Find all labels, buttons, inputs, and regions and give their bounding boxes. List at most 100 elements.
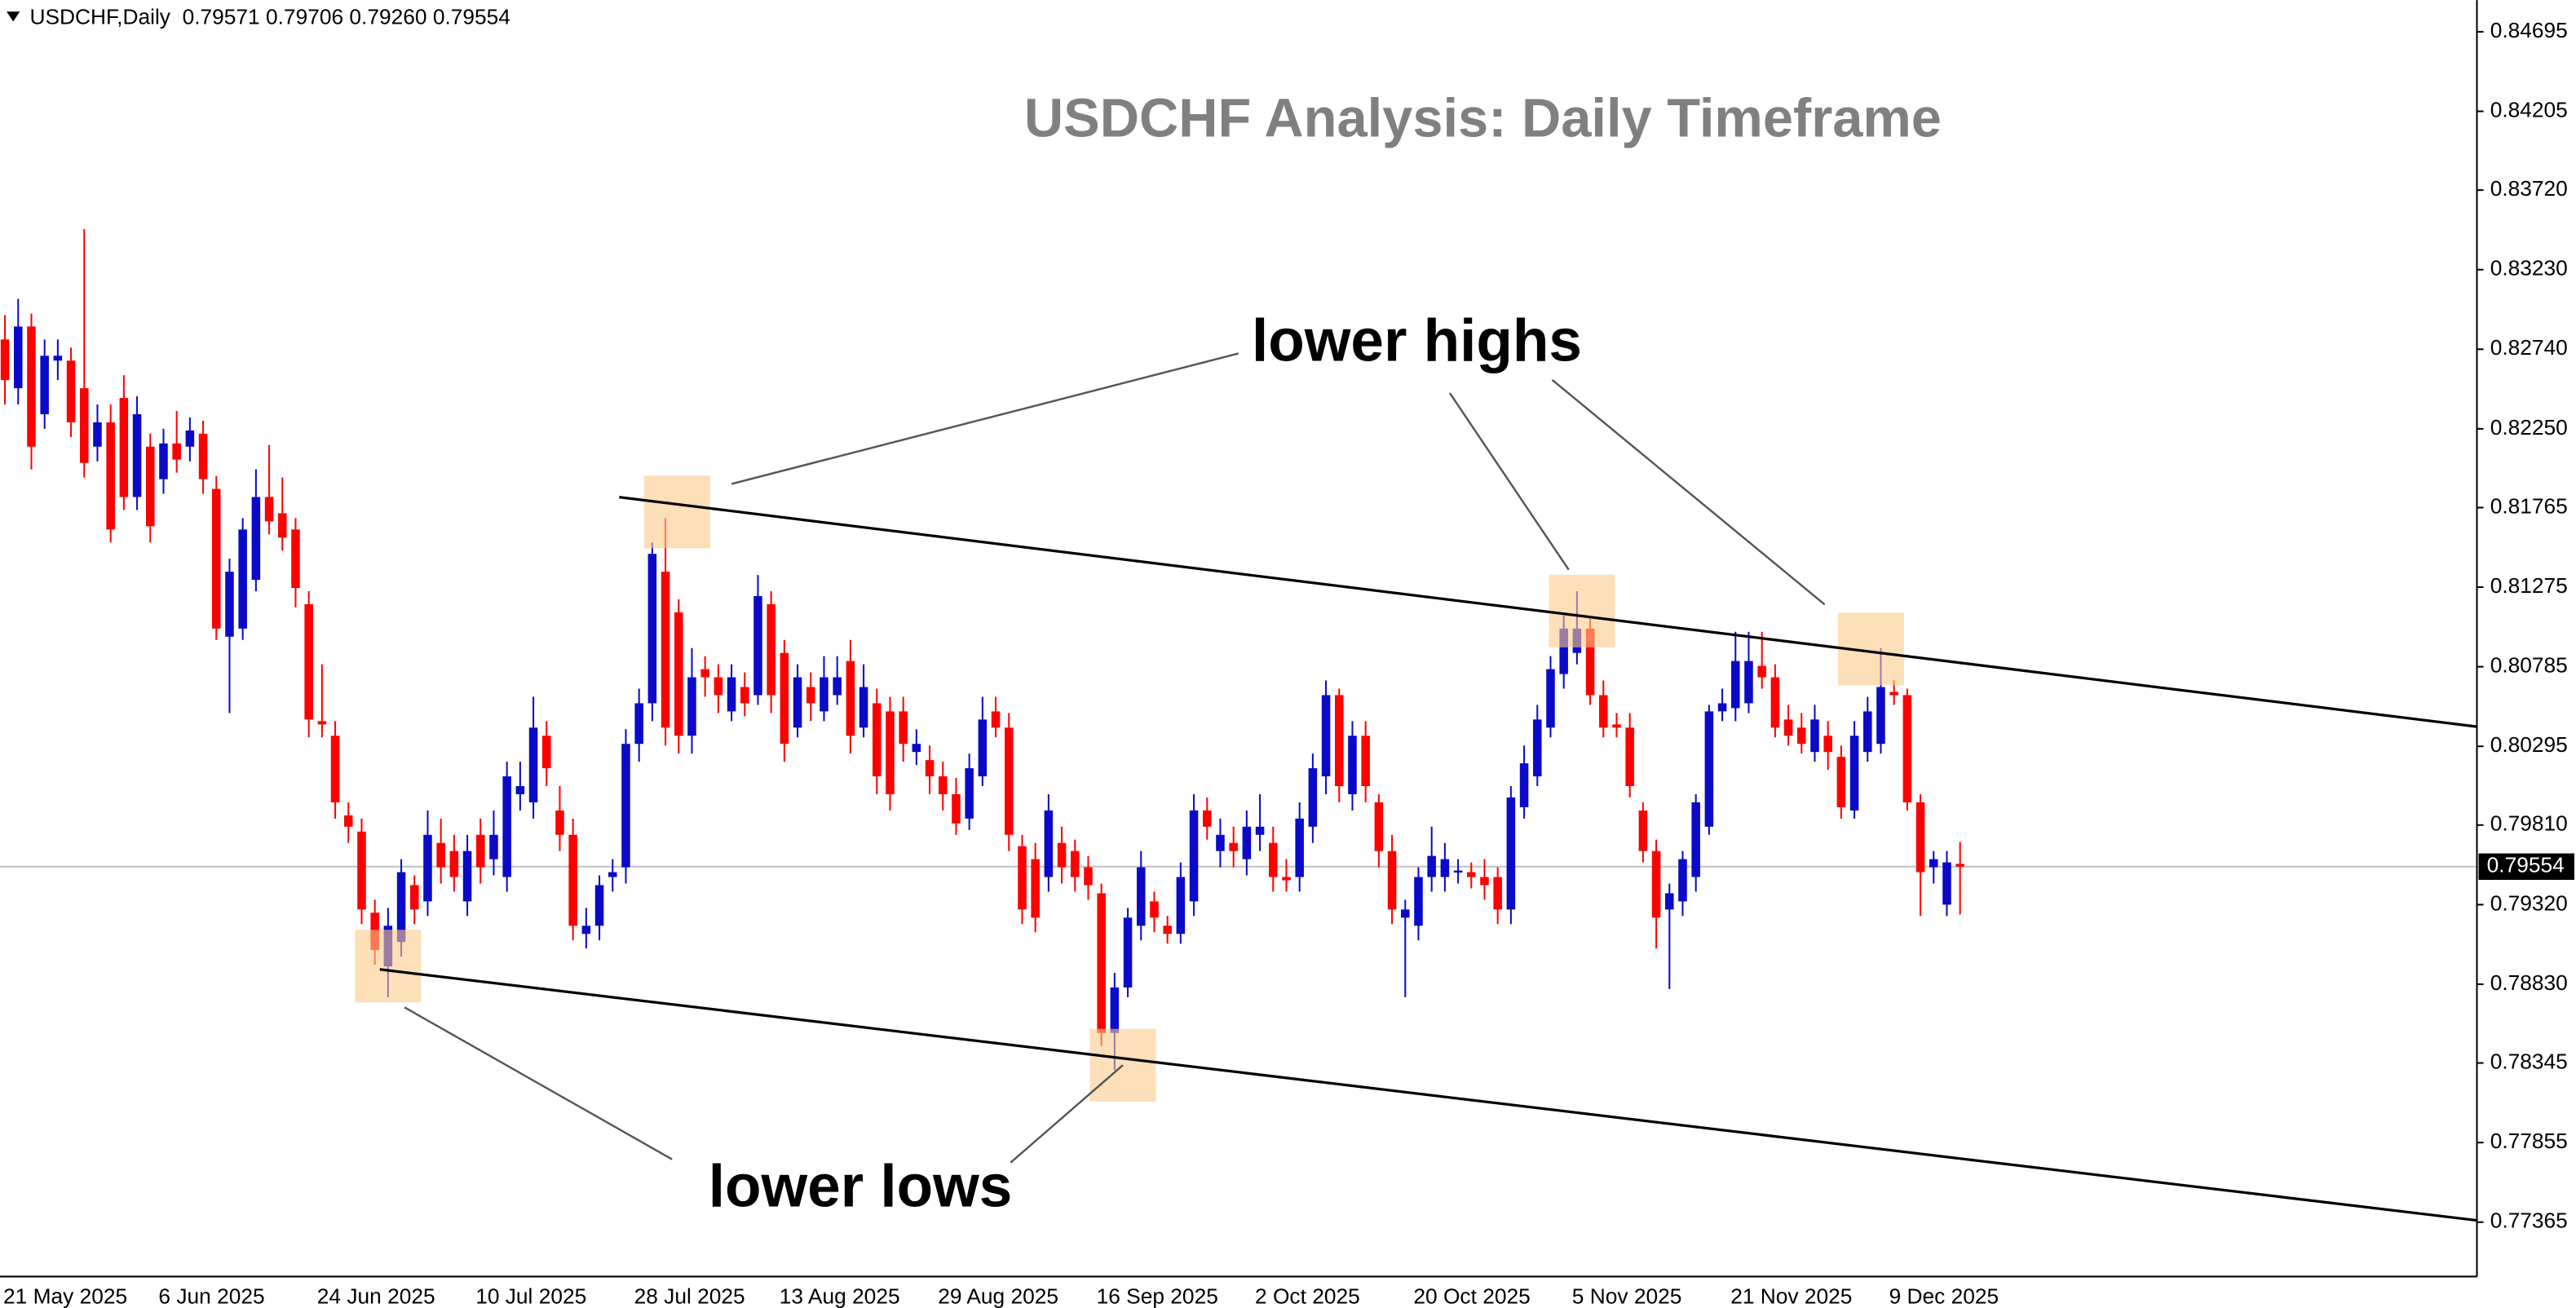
x-tick-label: 2 Oct 2025 (1255, 1284, 1360, 1308)
candle-body (1176, 877, 1186, 935)
candle-body (159, 443, 168, 479)
plot-area (0, 228, 2477, 1071)
candle-body (740, 687, 749, 704)
candle-body (462, 851, 472, 902)
candle-body (1665, 893, 1674, 910)
candle-body (806, 687, 815, 704)
candle-body (132, 413, 142, 497)
candle-body (1519, 763, 1529, 807)
candle-body (93, 422, 102, 447)
candle-body (1242, 826, 1252, 859)
candle-body (978, 719, 988, 777)
x-tick-label: 10 Jul 2025 (475, 1284, 586, 1308)
annotations: lower highs lower lows (355, 308, 2477, 1222)
pointer-line (1010, 1064, 1124, 1164)
candle-body (1559, 628, 1568, 674)
candle-body (1097, 893, 1106, 1033)
candle-body (1533, 719, 1542, 777)
candle-body (1018, 846, 1027, 910)
y-tick-label: 0.84205 (2490, 97, 2568, 122)
candle-body (1889, 692, 1898, 696)
candle-body (952, 793, 961, 824)
candle-body (687, 677, 696, 736)
candle-body (1704, 711, 1714, 827)
candle-body (1467, 872, 1476, 877)
candle-body (1942, 862, 1951, 905)
candle-body (1084, 867, 1093, 886)
candle-body (106, 422, 115, 530)
candle-body (939, 776, 948, 794)
candle-body (1836, 757, 1846, 807)
candle-body (1321, 695, 1331, 777)
candle-body (753, 595, 762, 696)
candle-body (423, 834, 432, 902)
candle-body (1137, 867, 1146, 926)
candle-body (40, 356, 49, 414)
candle-body (172, 443, 181, 460)
candle-body (1335, 695, 1344, 786)
annotation: lower lows (709, 1153, 1013, 1219)
y-tick-label: 0.77855 (2490, 1129, 2568, 1153)
candle-body (212, 488, 221, 629)
candle-body (1044, 810, 1054, 877)
candle-body (1414, 877, 1423, 926)
candle-body (1057, 842, 1067, 868)
candle-body (1189, 810, 1199, 902)
candle-body (1308, 768, 1318, 827)
candle-body (489, 834, 498, 859)
candle-body (317, 721, 327, 725)
y-tick-label: 0.83230 (2490, 256, 2568, 281)
y-tick-label: 0.78830 (2490, 970, 2568, 995)
candle-body (1731, 661, 1740, 709)
candle-body (1440, 859, 1450, 877)
candle-body (1678, 859, 1687, 902)
candle-body (1744, 661, 1753, 704)
candle-body (185, 430, 195, 447)
y-tick-label: 0.82250 (2490, 415, 2568, 440)
candle-body (238, 529, 247, 629)
candle-body (621, 744, 630, 868)
annotation: lower highs (1252, 308, 1582, 374)
x-tick-label: 9 Dec 2025 (1889, 1284, 1999, 1308)
candle-body (80, 388, 89, 463)
x-tick-label: 21 Nov 2025 (1730, 1284, 1852, 1308)
candle-body (1863, 711, 1872, 753)
x-tick-label: 16 Sep 2025 (1097, 1284, 1218, 1308)
x-tick-label: 6 Jun 2025 (158, 1284, 264, 1308)
candle-body (886, 711, 895, 794)
candle-body (1955, 864, 1964, 867)
candle-body (119, 398, 129, 497)
highlight-box (355, 930, 422, 1003)
candle-body (225, 572, 234, 637)
candle-body (1269, 842, 1278, 877)
pointer-line (1448, 392, 1570, 571)
candle-body (1110, 987, 1120, 1033)
candle-body (780, 652, 789, 745)
y-tick-label: 0.83720 (2490, 176, 2568, 201)
candle-body (1757, 665, 1766, 678)
candle-body (873, 703, 881, 777)
candle-body (53, 356, 63, 361)
candle-body (859, 687, 868, 728)
candle-body (0, 339, 10, 381)
candle-body (1797, 727, 1806, 745)
candle-body (1203, 810, 1212, 827)
candle-body (449, 851, 459, 877)
y-tick-label: 0.82740 (2490, 335, 2568, 360)
x-tick-label: 28 Jul 2025 (634, 1284, 745, 1308)
candle-body (1071, 851, 1080, 877)
candle-body (264, 497, 274, 522)
highlight-box (643, 475, 710, 549)
candle-body (899, 711, 908, 745)
candle-body (1480, 877, 1489, 886)
candle-body (396, 872, 406, 943)
candle-body (1216, 834, 1225, 851)
candle-body (965, 768, 974, 819)
candle-body (767, 603, 775, 696)
candle-body (912, 744, 921, 753)
candle-body (1915, 802, 1925, 873)
candle-body (833, 677, 842, 696)
candle-body (991, 711, 1001, 728)
y-tick-label: 0.81275 (2490, 573, 2568, 598)
candle-body (1823, 736, 1832, 753)
